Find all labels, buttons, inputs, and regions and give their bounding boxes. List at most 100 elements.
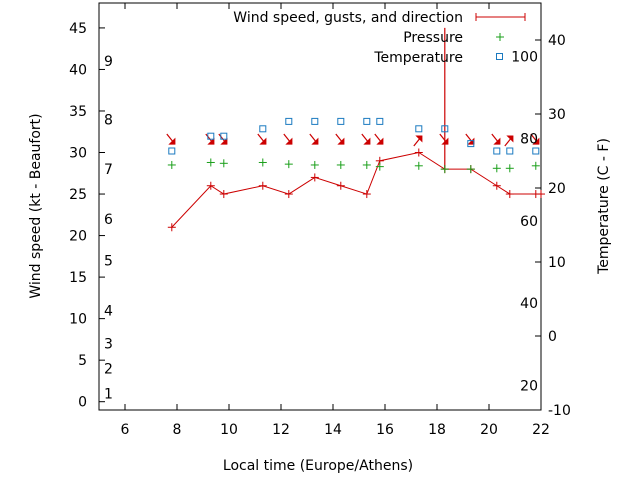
- y-tick-label: 40: [69, 62, 87, 78]
- temperature-point: [441, 125, 449, 133]
- pressure-point: [375, 162, 384, 171]
- beaufort-label: 5: [104, 253, 113, 269]
- beaufort-label: 4: [104, 303, 113, 319]
- temperature-point: [285, 117, 293, 125]
- pressure-point: [206, 158, 215, 167]
- arrow-head: [259, 137, 267, 145]
- arrow-head: [168, 137, 176, 145]
- wind-direction-arrow: [413, 135, 423, 147]
- pressure-point: [310, 160, 319, 169]
- pressure-point: [505, 164, 514, 173]
- temperature-point: [415, 125, 423, 133]
- beaufort-label: 8: [104, 112, 113, 128]
- pressure-point: [531, 161, 540, 170]
- y-tick-label: 20: [69, 229, 87, 245]
- pressure-point: [258, 158, 267, 167]
- arrow-head: [415, 135, 423, 143]
- wind-point: [258, 181, 267, 190]
- arrow-head: [532, 137, 540, 145]
- arrow-head: [337, 137, 345, 145]
- arrow-head: [207, 137, 215, 145]
- arrow-head: [467, 137, 475, 145]
- arrow-head: [311, 137, 319, 145]
- temperature-point: [532, 147, 540, 155]
- x-tick-label: 12: [272, 422, 290, 438]
- x-tick-label: 8: [173, 422, 182, 438]
- arrow-head: [376, 137, 384, 145]
- wind-direction-arrow: [283, 133, 293, 145]
- x-tick-label: 16: [376, 422, 394, 438]
- y-tick-label: 25: [69, 187, 87, 203]
- y-axis-label: Wind speed (kt - Beaufort): [28, 113, 44, 298]
- plot-frame: [98, 2, 542, 411]
- wind-point: [336, 181, 345, 190]
- wind-direction-arrow: [309, 133, 319, 145]
- beaufort-label: 3: [104, 337, 113, 353]
- wind-direction-arrow: [465, 133, 475, 145]
- beaufort-label: 7: [104, 162, 113, 178]
- x-axis-label: Local time (Europe/Athens): [223, 458, 413, 474]
- pressure-point: [414, 161, 423, 170]
- beaufort-label: 6: [104, 212, 113, 228]
- x-tick-label: 6: [121, 422, 130, 438]
- y2-tick-label: 40: [548, 33, 566, 49]
- temperature-point: [337, 117, 345, 125]
- wind-direction-arrow: [166, 133, 176, 145]
- fahrenheit-label: 80: [520, 132, 538, 148]
- pressure-point: [466, 165, 475, 174]
- legend-pressure-marker: [496, 33, 504, 41]
- wind-point: [284, 190, 293, 199]
- temperature-point: [363, 117, 371, 125]
- y2-tick-label: -10: [548, 403, 571, 419]
- y-tick-label: 5: [78, 353, 87, 369]
- y-tick-label: 35: [69, 104, 87, 120]
- beaufort-label: 1: [104, 386, 113, 402]
- temperature-point: [506, 147, 514, 155]
- legend-pressure-label: Pressure: [403, 30, 463, 46]
- temperature-point: [220, 132, 228, 140]
- temperature-point: [467, 140, 475, 148]
- x-tick-label: 18: [428, 422, 446, 438]
- x-tick-label: 10: [220, 422, 238, 438]
- temperature-point: [259, 125, 267, 133]
- wind-point: [414, 148, 423, 157]
- wind-direction-arrow: [361, 133, 371, 145]
- pressure-point: [284, 160, 293, 169]
- wind-point: [492, 181, 501, 190]
- arrow-head: [363, 137, 371, 145]
- pressure-point: [362, 160, 371, 169]
- y2-tick-label: 0: [548, 329, 557, 345]
- temperature-point: [376, 117, 384, 125]
- wind-point: [505, 190, 514, 199]
- wind-point: [310, 173, 319, 182]
- pressure-point: [440, 165, 449, 174]
- arrow-head: [441, 137, 449, 145]
- wind-direction-arrow: [491, 133, 501, 145]
- arrow-head: [506, 135, 514, 143]
- wind-direction-arrow: [530, 133, 540, 145]
- temperature-point: [493, 147, 501, 155]
- y-tick-label: 45: [69, 21, 87, 37]
- temperature-point: [168, 147, 176, 155]
- legend-temperature-label: Temperature: [373, 50, 463, 66]
- y2-tick-label: 20: [548, 181, 566, 197]
- temperature-point: [207, 132, 215, 140]
- fahrenheit-label: 60: [520, 214, 538, 230]
- arrow-head: [493, 137, 501, 145]
- fahrenheit-label: 40: [520, 296, 538, 312]
- y2-axis-label: Temperature (C - F): [596, 138, 612, 275]
- legend-wind-label: Wind speed, gusts, and direction: [233, 10, 463, 26]
- legend: Wind speed, gusts, and direction Pressur…: [233, 10, 526, 66]
- arrow-head: [220, 137, 228, 145]
- beaufort-label: 9: [104, 54, 113, 70]
- wind-point: [537, 190, 545, 199]
- x-tick-label: 20: [480, 422, 498, 438]
- y2-tick-label: 10: [548, 255, 566, 271]
- pressure-point: [167, 160, 176, 169]
- wind-direction-arrow: [335, 133, 345, 145]
- fahrenheit-label: 20: [520, 378, 538, 394]
- wind-point: [167, 223, 176, 232]
- x-tick-label: 14: [324, 422, 342, 438]
- wind-direction-arrow: [439, 133, 449, 145]
- beaufort-label: 2: [104, 361, 113, 377]
